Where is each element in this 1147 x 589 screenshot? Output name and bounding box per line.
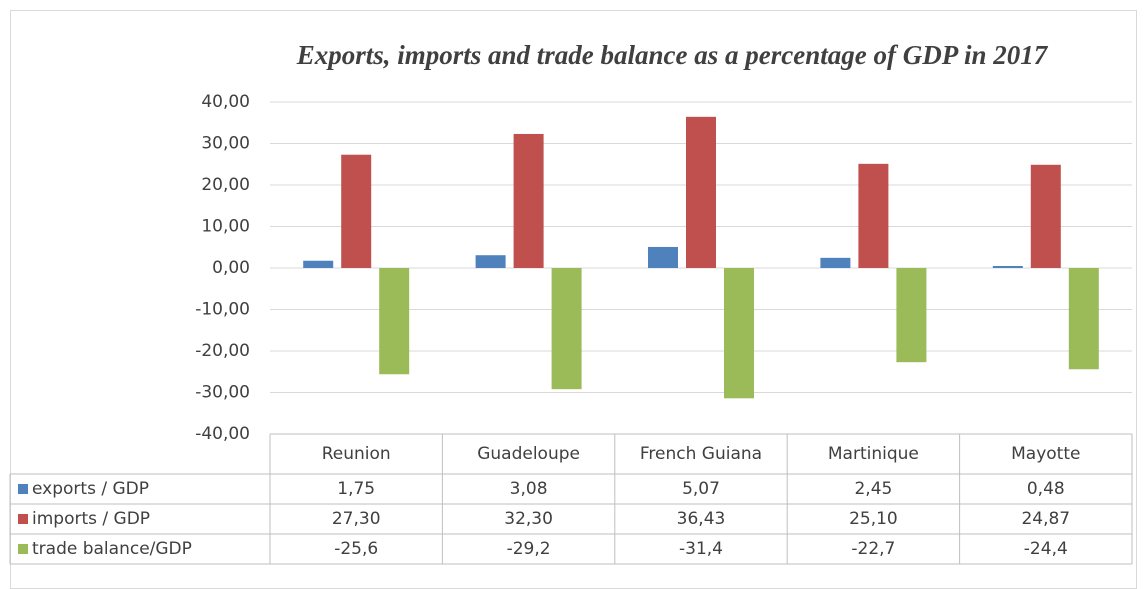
data-label: -25,6	[334, 539, 378, 559]
data-label: 24,87	[1021, 509, 1070, 529]
bar	[896, 268, 927, 363]
data-label: 25,10	[849, 509, 898, 529]
bar	[379, 268, 410, 375]
x-tick-label: Reunion	[322, 444, 391, 464]
data-label: 2,45	[854, 479, 892, 499]
legend-swatch	[18, 544, 28, 554]
y-tick-label: 20,00	[201, 175, 250, 195]
data-label: 0,48	[1027, 479, 1065, 499]
y-tick-label: 30,00	[201, 134, 250, 154]
legend-label: imports / GDP	[32, 509, 150, 529]
bar	[341, 154, 372, 268]
y-tick-label: -10,00	[195, 300, 250, 320]
bar	[513, 133, 544, 268]
bar	[992, 266, 1023, 268]
bar	[820, 257, 851, 268]
data-label: 3,08	[510, 479, 548, 499]
bar	[724, 268, 754, 399]
y-tick-label: 0,00	[212, 258, 250, 278]
data-label: -24,4	[1024, 539, 1068, 559]
y-tick-label: -20,00	[195, 341, 250, 361]
x-tick-label: French Guiana	[640, 444, 762, 464]
data-label: -29,2	[507, 539, 551, 559]
bar	[303, 260, 334, 268]
x-tick-label: Martinique	[828, 444, 919, 464]
bar	[551, 268, 582, 390]
data-label: 1,75	[337, 479, 375, 499]
bar	[686, 116, 716, 269]
x-tick-label: Guadeloupe	[477, 444, 580, 464]
data-label: 36,43	[677, 509, 726, 529]
y-tick-label: 40,00	[201, 92, 250, 112]
legend-label: trade balance/GDP	[32, 539, 192, 559]
y-tick-label: -40,00	[195, 424, 250, 444]
bar	[648, 246, 678, 268]
y-tick-label: -30,00	[195, 383, 250, 403]
data-label: 32,30	[504, 509, 553, 529]
bar	[858, 163, 889, 268]
data-label: 27,30	[332, 509, 381, 529]
bar	[1068, 268, 1099, 370]
data-label: 5,07	[682, 479, 720, 499]
bar	[475, 255, 506, 268]
data-label: -31,4	[679, 539, 723, 559]
chart-title: Exports, imports and trade balance as a …	[296, 40, 1049, 70]
legend-swatch	[18, 484, 28, 494]
y-tick-label: 10,00	[201, 217, 250, 237]
data-label: -22,7	[851, 539, 895, 559]
legend-label: exports / GDP	[32, 479, 149, 499]
bar	[1030, 164, 1061, 268]
legend-swatch	[18, 514, 28, 524]
x-tick-label: Mayotte	[1011, 444, 1080, 464]
